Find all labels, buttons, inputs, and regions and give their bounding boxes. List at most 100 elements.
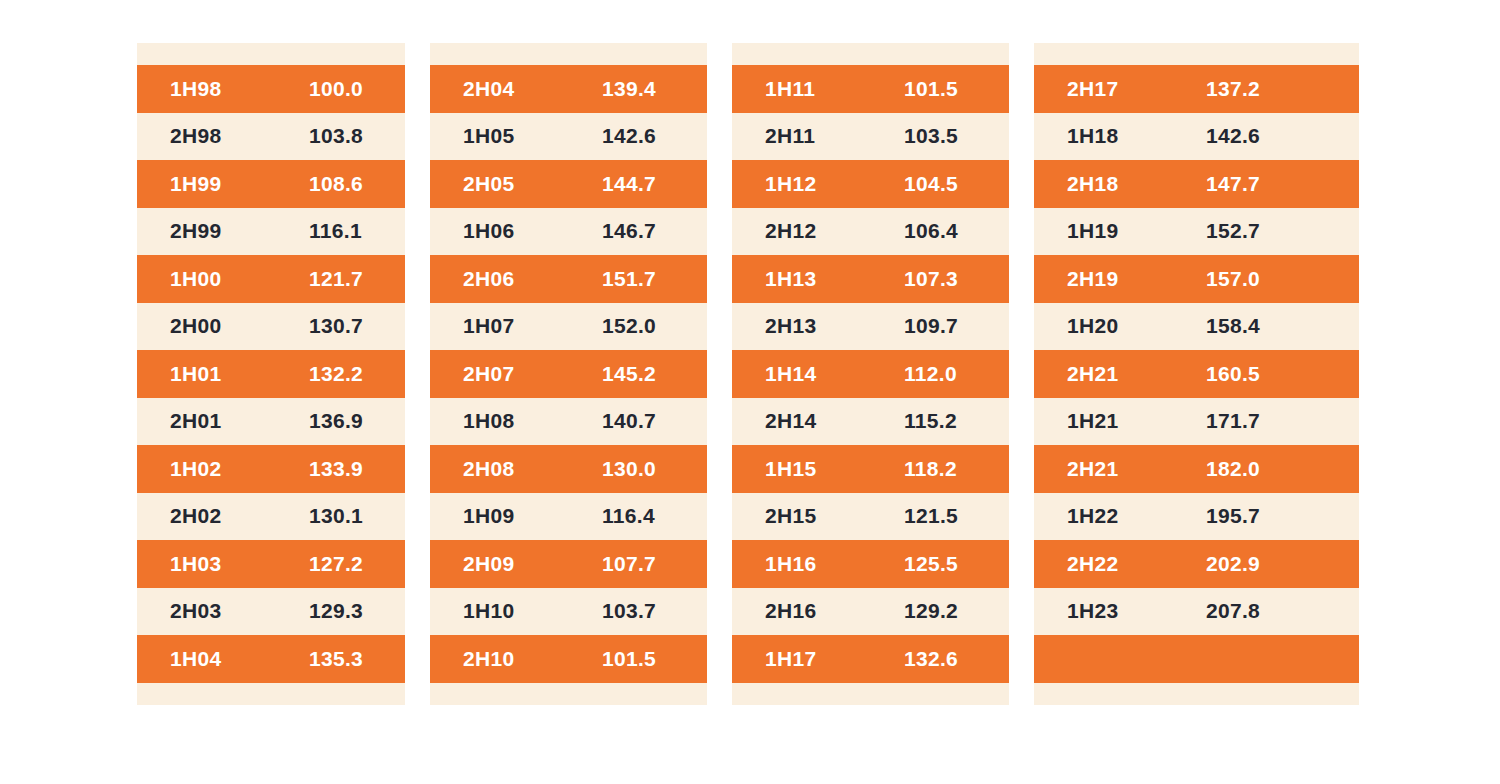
index-value: 146.7: [602, 219, 656, 243]
table-row: 2H01136.9: [137, 398, 405, 446]
table-row: 2H18147.7: [1034, 160, 1359, 208]
period-label: 2H10: [463, 647, 602, 671]
table-row: 1H19152.7: [1034, 208, 1359, 256]
period-label: 1H04: [170, 647, 309, 671]
table-row: 2H13109.7: [732, 303, 1009, 351]
period-label: 2H14: [765, 409, 904, 433]
table-column: 2H17137.21H18142.62H18147.71H19152.72H19…: [1034, 43, 1359, 705]
table-row: 1H04135.3: [137, 635, 405, 683]
table-row: 2H02130.1: [137, 493, 405, 541]
index-value: 171.7: [1206, 409, 1260, 433]
index-value: 158.4: [1206, 314, 1260, 338]
index-value: 112.0: [904, 362, 957, 386]
table-row: 1H14112.0: [732, 350, 1009, 398]
period-label: 2H04: [463, 77, 602, 101]
table-row: 1H17132.6: [732, 635, 1009, 683]
column-bottom-cap: [137, 683, 405, 705]
halfyear-index-table: 1H98100.02H98103.81H99108.62H99116.11H00…: [137, 43, 1359, 705]
period-label: 1H02: [170, 457, 309, 481]
table-row: 1H02133.9: [137, 445, 405, 493]
table-row: 2H21160.5: [1034, 350, 1359, 398]
period-label: 2H07: [463, 362, 602, 386]
table-row: 2H99116.1: [137, 208, 405, 256]
index-value: 108.6: [309, 172, 363, 196]
table-row: 1H18142.6: [1034, 113, 1359, 161]
index-value: 100.0: [309, 77, 363, 101]
index-value: 130.1: [309, 504, 363, 528]
period-label: 2H17: [1067, 77, 1206, 101]
period-label: 2H16: [765, 599, 904, 623]
table-row: 2H19157.0: [1034, 255, 1359, 303]
index-value: 101.5: [904, 77, 958, 101]
period-label: 1H00: [170, 267, 309, 291]
period-label: 1H99: [170, 172, 309, 196]
column-top-cap: [137, 43, 405, 65]
index-value: 151.7: [602, 267, 656, 291]
index-value: 107.3: [904, 267, 958, 291]
column-top-cap: [732, 43, 1009, 65]
table-row: 2H08130.0: [430, 445, 707, 493]
index-value: 139.4: [602, 77, 656, 101]
index-value: 142.6: [602, 124, 656, 148]
table-row: 1H99108.6: [137, 160, 405, 208]
period-label: 2H00: [170, 314, 309, 338]
table-row: 1H11101.5: [732, 65, 1009, 113]
index-value: 147.7: [1206, 172, 1260, 196]
period-label: 1H98: [170, 77, 309, 101]
table-row: 2H11103.5: [732, 113, 1009, 161]
index-value: 152.0: [602, 314, 656, 338]
period-label: 1H23: [1067, 599, 1206, 623]
table-row: 1H13107.3: [732, 255, 1009, 303]
period-label: 2H98: [170, 124, 309, 148]
index-value: 116.1: [309, 219, 362, 243]
index-value: 144.7: [602, 172, 656, 196]
table-column: 1H98100.02H98103.81H99108.62H99116.11H00…: [137, 43, 405, 705]
period-label: 2H03: [170, 599, 309, 623]
period-label: 1H09: [463, 504, 602, 528]
index-value: 101.5: [602, 647, 656, 671]
table-row: 2H04139.4: [430, 65, 707, 113]
period-label: 1H01: [170, 362, 309, 386]
period-label: 2H12: [765, 219, 904, 243]
period-label: 2H13: [765, 314, 904, 338]
column-bottom-cap: [1034, 683, 1359, 705]
table-row: 2H07145.2: [430, 350, 707, 398]
table-row: 2H09107.7: [430, 540, 707, 588]
period-label: 2H15: [765, 504, 904, 528]
index-value: 152.7: [1206, 219, 1260, 243]
table-row: 1H00121.7: [137, 255, 405, 303]
column-top-cap: [1034, 43, 1359, 65]
table-row: 2H03129.3: [137, 588, 405, 636]
index-value: 125.5: [904, 552, 958, 576]
table-row: 2H22202.9: [1034, 540, 1359, 588]
period-label: 1H05: [463, 124, 602, 148]
index-value: 115.2: [904, 409, 957, 433]
period-label: 1H16: [765, 552, 904, 576]
period-label: 1H14: [765, 362, 904, 386]
table-row: 2H14115.2: [732, 398, 1009, 446]
index-value: 109.7: [904, 314, 958, 338]
period-label: 2H08: [463, 457, 602, 481]
index-value: 121.7: [309, 267, 363, 291]
index-value: 130.0: [602, 457, 656, 481]
table-row: 1H09116.4: [430, 493, 707, 541]
table-column: 2H04139.41H05142.62H05144.71H06146.72H06…: [430, 43, 707, 705]
table-row: 2H98103.8: [137, 113, 405, 161]
period-label: 1H17: [765, 647, 904, 671]
period-label: 1H19: [1067, 219, 1206, 243]
table-row: 2H16129.2: [732, 588, 1009, 636]
period-label: 1H22: [1067, 504, 1206, 528]
index-value: 130.7: [309, 314, 363, 338]
period-label: 2H02: [170, 504, 309, 528]
index-value: 207.8: [1206, 599, 1260, 623]
period-label: 1H18: [1067, 124, 1206, 148]
period-label: 2H22: [1067, 552, 1206, 576]
index-value: 160.5: [1206, 362, 1260, 386]
index-value: 103.8: [309, 124, 363, 148]
table-row: 1H08140.7: [430, 398, 707, 446]
period-label: 1H12: [765, 172, 904, 196]
period-label: 2H18: [1067, 172, 1206, 196]
table-row: 1H05142.6: [430, 113, 707, 161]
table-row: 1H12104.5: [732, 160, 1009, 208]
table-row: 2H17137.2: [1034, 65, 1359, 113]
